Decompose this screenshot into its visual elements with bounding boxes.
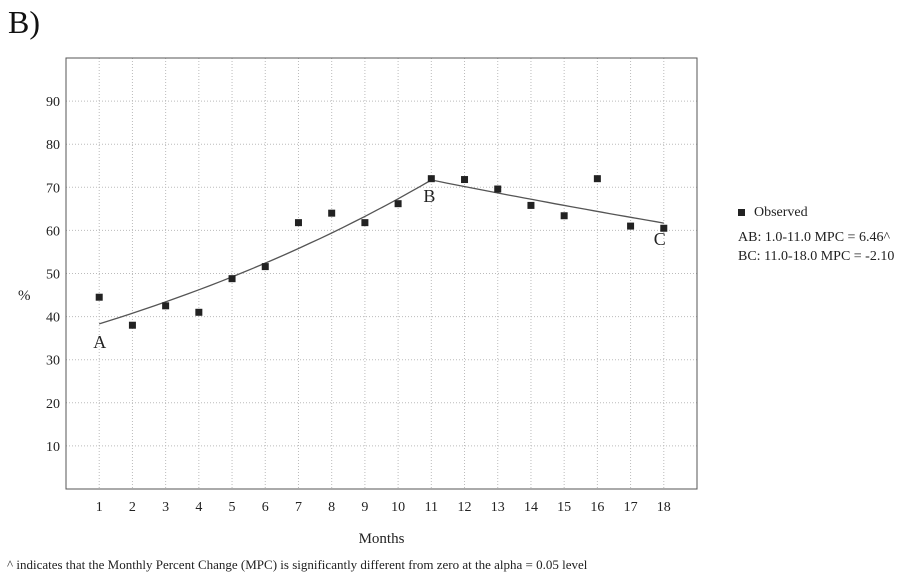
data-point <box>394 200 402 208</box>
panel-label: B) <box>8 4 40 40</box>
fitted-trend <box>99 179 664 325</box>
y-tick-label: 90 <box>46 95 60 110</box>
legend-observed-label: Observed <box>754 205 808 220</box>
data-point <box>494 185 502 193</box>
x-tick-label: 11 <box>425 500 438 515</box>
trend-segment-ab <box>99 179 432 325</box>
x-tick-label: 7 <box>295 500 302 515</box>
y-tick-label: 30 <box>46 354 60 369</box>
data-point <box>660 224 668 232</box>
data-point <box>195 308 203 316</box>
data-point <box>560 212 568 220</box>
x-tick-label: 8 <box>328 500 335 515</box>
data-point <box>461 176 469 184</box>
x-tick-label: 12 <box>458 500 472 515</box>
y-axis-label: % <box>18 288 31 304</box>
x-tick-label: 15 <box>557 500 571 515</box>
data-point <box>593 175 601 183</box>
data-point <box>162 302 170 310</box>
y-tick-label: 70 <box>46 181 60 196</box>
point-label-c: C <box>654 229 666 249</box>
y-ticks: 10 20 30 40 50 60 70 80 90 <box>46 95 60 455</box>
x-tick-label: 4 <box>195 500 202 515</box>
x-tick-label: 17 <box>624 500 638 515</box>
observed-points <box>95 175 668 329</box>
data-point <box>128 321 136 329</box>
data-point <box>228 275 236 283</box>
segment-annotations: A B C <box>93 186 666 352</box>
y-tick-label: 50 <box>46 268 60 283</box>
x-axis-label: Months <box>359 531 405 547</box>
data-point <box>95 293 103 301</box>
data-point <box>527 201 535 209</box>
y-tick-label: 80 <box>46 138 60 153</box>
y-tick-label: 20 <box>46 397 60 412</box>
grid <box>66 58 697 489</box>
x-tick-label: 9 <box>361 500 368 515</box>
footnote: ^ indicates that the Monthly Percent Cha… <box>7 557 588 572</box>
data-point <box>361 219 369 227</box>
data-point <box>627 222 635 230</box>
legend-observed: Observed <box>738 203 894 222</box>
x-tick-label: 2 <box>129 500 136 515</box>
point-label-a: A <box>93 332 106 352</box>
x-tick-label: 13 <box>491 500 505 515</box>
x-tick-label: 5 <box>229 500 236 515</box>
x-tick-label: 18 <box>657 500 671 515</box>
square-marker-icon <box>738 209 745 216</box>
legend-segment-bc: BC: 11.0-18.0 MPC = -2.10 <box>738 249 895 264</box>
data-point <box>328 209 336 217</box>
x-tick-label: 14 <box>524 500 538 515</box>
trend-segment-bc <box>431 179 664 224</box>
data-point <box>261 263 269 271</box>
legend: Observed AB: 1.0-11.0 MPC = 6.46^ BC: 11… <box>738 203 894 266</box>
x-tick-label: 3 <box>162 500 169 515</box>
y-tick-label: 10 <box>46 440 60 455</box>
y-tick-label: 60 <box>46 224 60 239</box>
x-ticks: 1 2 3 4 5 6 7 8 9 10 11 12 13 14 15 16 17 18 <box>96 500 671 515</box>
y-tick-label: 40 <box>46 311 60 326</box>
x-tick-label: 16 <box>590 500 604 515</box>
data-point <box>294 219 302 227</box>
x-tick-label: 10 <box>391 500 405 515</box>
x-tick-label: 1 <box>96 500 103 515</box>
data-point <box>427 175 435 183</box>
x-tick-label: 6 <box>262 500 269 515</box>
legend-segment-ab: AB: 1.0-11.0 MPC = 6.46^ <box>738 230 891 245</box>
plot-frame <box>65 57 698 490</box>
point-label-b: B <box>423 186 435 206</box>
